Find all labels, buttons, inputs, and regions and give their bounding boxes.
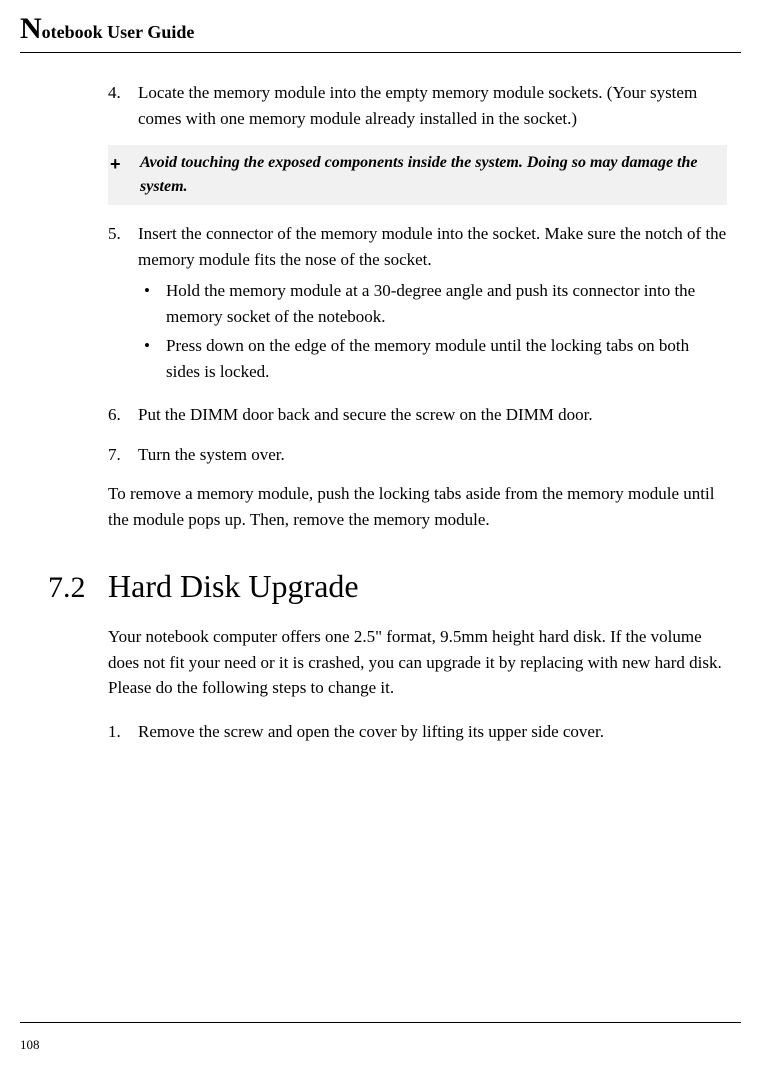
list-item: 6. Put the DIMM door back and secure the… bbox=[108, 402, 727, 428]
list-text: Turn the system over. bbox=[138, 442, 727, 468]
bullet-mark: • bbox=[138, 333, 166, 384]
list-number: 7. bbox=[108, 442, 138, 468]
bullet-text: Hold the memory module at a 30-degree an… bbox=[166, 278, 727, 329]
list-text: Insert the connector of the memory modul… bbox=[138, 221, 727, 272]
paragraph: To remove a memory module, push the lock… bbox=[108, 481, 727, 532]
header-title-dropcap: N bbox=[20, 12, 42, 45]
note-mark: + bbox=[108, 151, 140, 199]
bullet-item: • Press down on the edge of the memory m… bbox=[138, 333, 727, 384]
list-number: 1. bbox=[108, 719, 138, 745]
list-text: Remove the screw and open the cover by l… bbox=[138, 719, 727, 745]
header-rule bbox=[20, 52, 741, 53]
header-title-rest: otebook User Guide bbox=[42, 22, 195, 42]
section-title: Hard Disk Upgrade bbox=[108, 562, 359, 610]
list-number: 4. bbox=[108, 80, 138, 131]
page-content: 4. Locate the memory module into the emp… bbox=[108, 80, 727, 758]
list-item: 1. Remove the screw and open the cover b… bbox=[108, 719, 727, 745]
list-body: Insert the connector of the memory modul… bbox=[138, 221, 727, 388]
page-header: Notebook User Guide bbox=[20, 12, 741, 53]
section-number: 7.2 bbox=[48, 565, 108, 610]
header-title: Notebook User Guide bbox=[20, 12, 741, 46]
bullet-mark: • bbox=[138, 278, 166, 329]
section-heading: 7.2 Hard Disk Upgrade bbox=[48, 562, 727, 610]
paragraph: Your notebook computer offers one 2.5" f… bbox=[108, 624, 727, 701]
bullet-list: • Hold the memory module at a 30-degree … bbox=[138, 278, 727, 384]
bullet-text: Press down on the edge of the memory mod… bbox=[166, 333, 727, 384]
note-text: Avoid touching the exposed components in… bbox=[140, 151, 721, 199]
list-number: 6. bbox=[108, 402, 138, 428]
list-item: 5. Insert the connector of the memory mo… bbox=[108, 221, 727, 388]
page-number: 108 bbox=[20, 1037, 40, 1053]
footer-rule bbox=[20, 1022, 741, 1023]
list-number: 5. bbox=[108, 221, 138, 388]
note-box: + Avoid touching the exposed components … bbox=[108, 145, 727, 205]
document-page: Notebook User Guide 4. Locate the memory… bbox=[0, 0, 761, 1079]
list-text: Locate the memory module into the empty … bbox=[138, 80, 727, 131]
list-item: 7. Turn the system over. bbox=[108, 442, 727, 468]
list-item: 4. Locate the memory module into the emp… bbox=[108, 80, 727, 131]
bullet-item: • Hold the memory module at a 30-degree … bbox=[138, 278, 727, 329]
list-text: Put the DIMM door back and secure the sc… bbox=[138, 402, 727, 428]
